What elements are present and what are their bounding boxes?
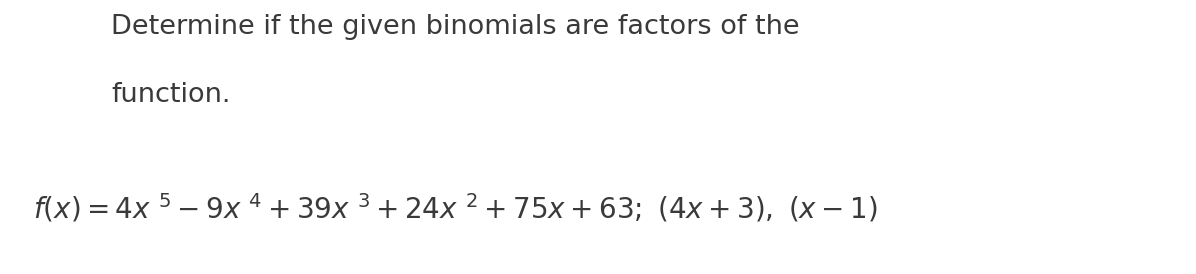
- Text: Determine if the given binomials are factors of the: Determine if the given binomials are fac…: [111, 14, 800, 40]
- Text: $f(x) = 4x\ ^{5} - 9x\ ^{4} + 39x\ ^{3} + 24x\ ^{2} + 75x + 63;\ (4x + 3),\ (x -: $f(x) = 4x\ ^{5} - 9x\ ^{4} + 39x\ ^{3} …: [33, 192, 878, 225]
- Text: function.: function.: [111, 82, 231, 108]
